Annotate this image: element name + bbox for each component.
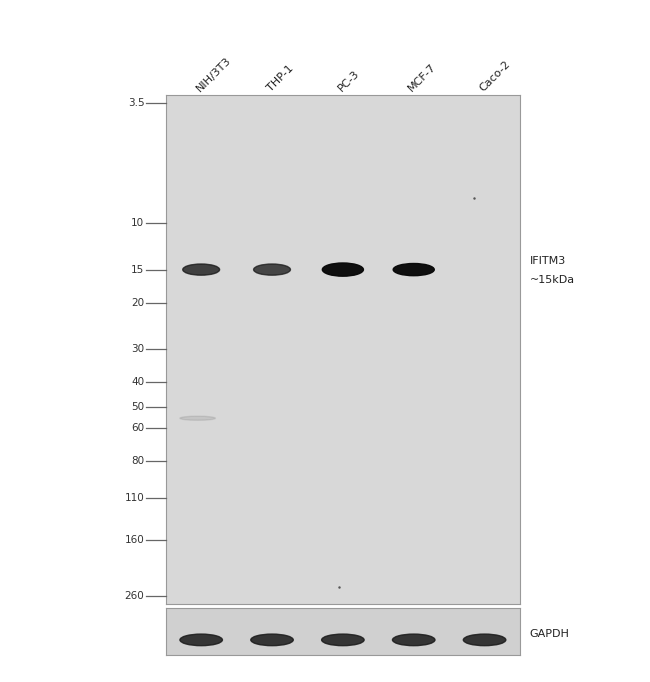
Ellipse shape	[322, 263, 363, 276]
Text: NIH/3T3: NIH/3T3	[194, 55, 233, 93]
Ellipse shape	[463, 634, 506, 646]
Ellipse shape	[180, 416, 215, 420]
Ellipse shape	[180, 634, 222, 646]
Ellipse shape	[251, 634, 293, 646]
Text: PC-3: PC-3	[336, 68, 361, 93]
Text: 60: 60	[131, 424, 144, 433]
Ellipse shape	[393, 263, 434, 276]
Ellipse shape	[322, 634, 364, 646]
Text: GAPDH: GAPDH	[530, 629, 569, 639]
Text: IFITM3: IFITM3	[530, 256, 566, 266]
Text: 50: 50	[131, 402, 144, 413]
Ellipse shape	[254, 264, 291, 275]
Text: 40: 40	[131, 377, 144, 387]
Text: THP-1: THP-1	[265, 63, 295, 93]
Text: 160: 160	[125, 535, 144, 546]
Text: 110: 110	[125, 492, 144, 503]
Text: 15: 15	[131, 265, 144, 275]
Ellipse shape	[183, 264, 220, 275]
Text: 80: 80	[131, 456, 144, 466]
Text: 3.5: 3.5	[127, 98, 144, 108]
Text: 260: 260	[125, 591, 144, 601]
Text: MCF-7: MCF-7	[407, 61, 438, 93]
Text: 10: 10	[131, 218, 144, 228]
Text: 20: 20	[131, 297, 144, 308]
Text: 30: 30	[131, 344, 144, 354]
Text: Caco-2: Caco-2	[478, 59, 512, 93]
Text: ~15kDa: ~15kDa	[530, 275, 575, 285]
Ellipse shape	[393, 634, 435, 646]
